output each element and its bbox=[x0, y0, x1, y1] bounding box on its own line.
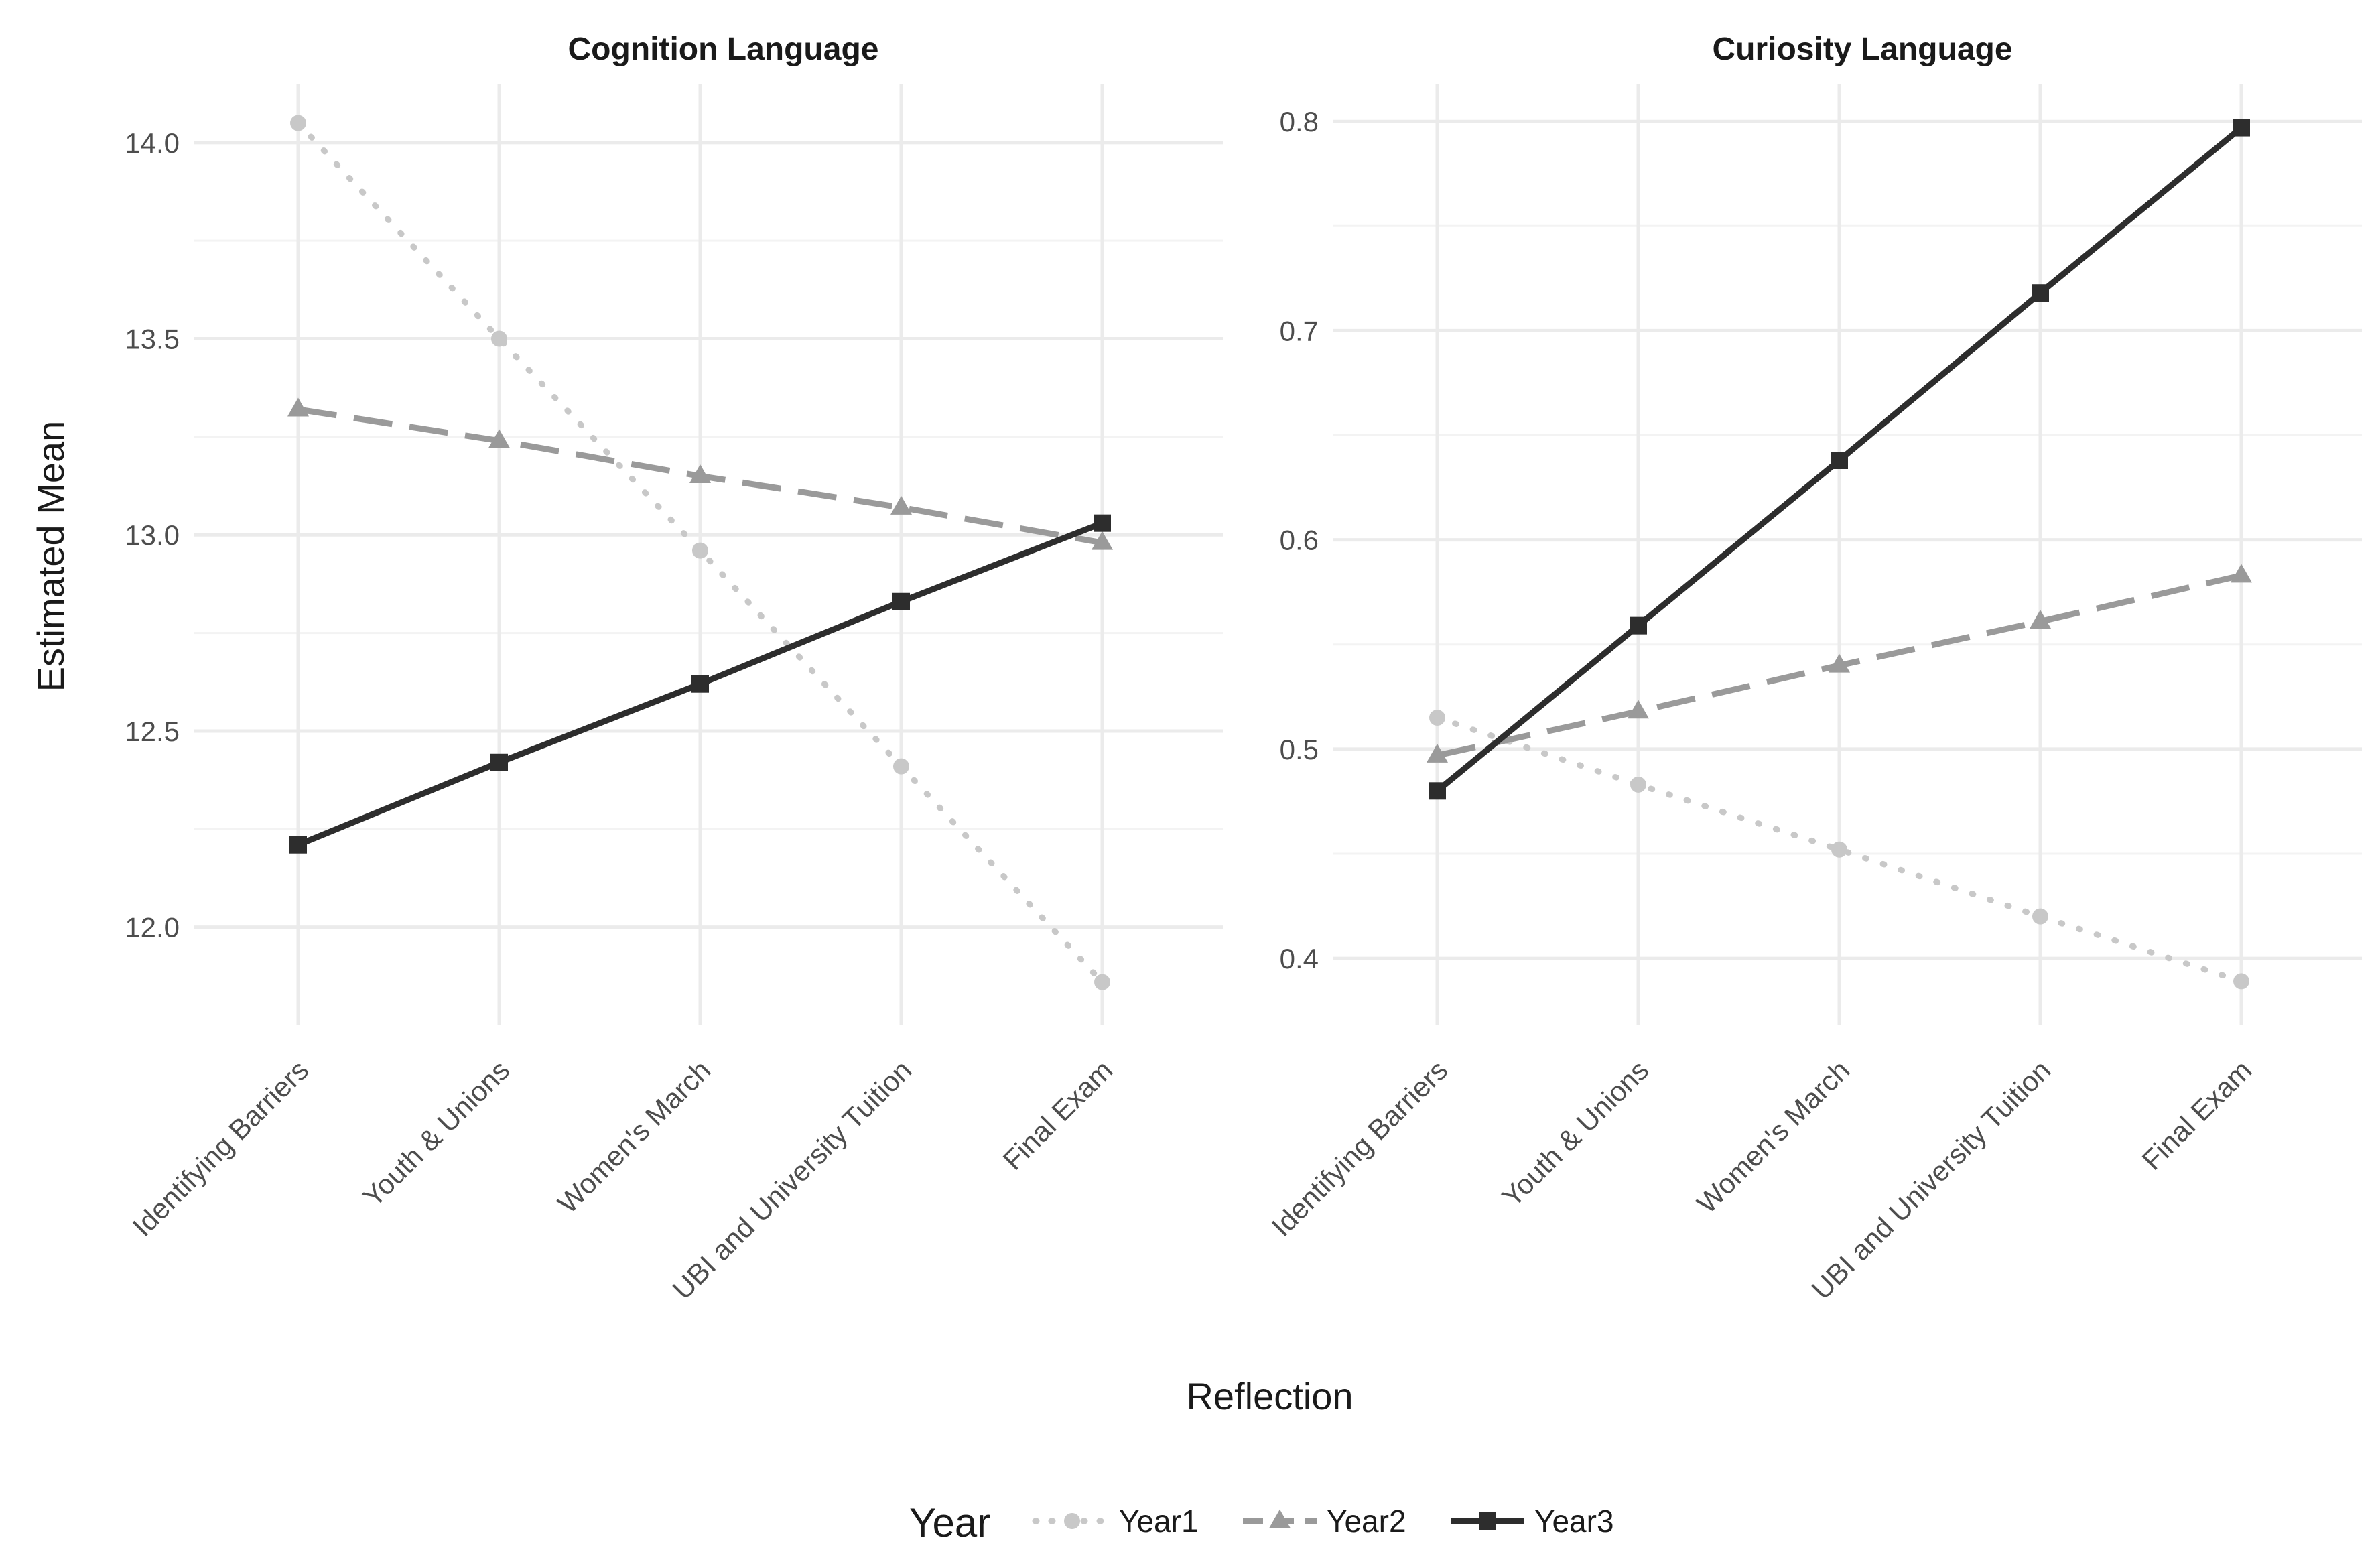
data-point-year3 bbox=[1094, 514, 1111, 532]
data-point-year1 bbox=[1094, 974, 1110, 990]
y-tick-label: 12.5 bbox=[125, 716, 180, 747]
data-point-year3 bbox=[289, 836, 307, 854]
y-tick-label: 0.5 bbox=[1280, 734, 1319, 765]
legend-item-year1: Year1 bbox=[1032, 1504, 1199, 1539]
legend-label: Year2 bbox=[1327, 1504, 1406, 1539]
data-point-year1 bbox=[491, 330, 507, 347]
panel-title: Cognition Language bbox=[568, 31, 879, 67]
y-tick-label: 13.0 bbox=[125, 519, 180, 551]
data-point-year3 bbox=[1429, 782, 1446, 800]
legend-label: Year3 bbox=[1534, 1504, 1614, 1539]
data-point-year2 bbox=[1092, 531, 1113, 550]
legend: Year Year1 Year2 Year3 bbox=[909, 1500, 1614, 1545]
data-point-year3 bbox=[1630, 616, 1647, 635]
data-point-year2 bbox=[1829, 653, 1850, 673]
data-point-year2 bbox=[287, 397, 309, 417]
data-point-year3 bbox=[490, 753, 508, 771]
series-year3 bbox=[289, 514, 1111, 854]
data-point-year1 bbox=[1429, 710, 1445, 726]
panel-title: Curiosity Language bbox=[1712, 31, 2012, 67]
legend-title: Year bbox=[909, 1500, 990, 1545]
data-point-year2 bbox=[890, 495, 912, 515]
y-tick-label: 14.0 bbox=[125, 127, 180, 159]
y-tick-label: 0.6 bbox=[1280, 525, 1319, 556]
data-point-year3 bbox=[2032, 284, 2049, 302]
data-point-year2 bbox=[1628, 700, 1649, 719]
y-tick-label: 0.8 bbox=[1280, 106, 1319, 137]
y-axis-title: Estimated Mean bbox=[29, 421, 72, 692]
data-point-year3 bbox=[2233, 119, 2250, 137]
legend-item-year2: Year2 bbox=[1243, 1504, 1406, 1539]
y-tick-label: 0.4 bbox=[1280, 943, 1319, 974]
legend-label: Year1 bbox=[1119, 1504, 1199, 1539]
series-year1 bbox=[290, 115, 1110, 990]
legend-item-year3: Year3 bbox=[1451, 1504, 1614, 1539]
data-point-year1 bbox=[290, 115, 306, 131]
legend-key-marker bbox=[1064, 1513, 1080, 1529]
data-point-year1 bbox=[1831, 841, 1847, 858]
series-year2 bbox=[1427, 564, 2252, 763]
y-tick-label: 12.0 bbox=[125, 912, 180, 943]
data-point-year1 bbox=[2032, 908, 2048, 925]
data-point-year1 bbox=[1630, 776, 1646, 793]
data-point-year1 bbox=[893, 758, 909, 775]
data-point-year3 bbox=[1831, 452, 1848, 469]
y-tick-label: 0.7 bbox=[1280, 315, 1319, 346]
series-year1 bbox=[1429, 710, 2249, 990]
data-point-year2 bbox=[689, 464, 711, 484]
data-point-year1 bbox=[692, 542, 708, 559]
x-axis-title: Reflection bbox=[1186, 1375, 1353, 1417]
data-point-year2 bbox=[1427, 743, 1448, 763]
data-point-year3 bbox=[691, 675, 709, 693]
data-point-year2 bbox=[2231, 564, 2252, 583]
data-point-year3 bbox=[892, 592, 910, 610]
legend-key-marker bbox=[1269, 1509, 1291, 1528]
data-point-year1 bbox=[2233, 973, 2249, 990]
data-point-year2 bbox=[2030, 610, 2051, 629]
series-year2 bbox=[287, 397, 1113, 550]
series-year3 bbox=[1429, 119, 2250, 800]
data-point-year2 bbox=[488, 429, 510, 448]
y-tick-label: 13.5 bbox=[125, 324, 180, 355]
legend-key-marker bbox=[1479, 1512, 1496, 1530]
